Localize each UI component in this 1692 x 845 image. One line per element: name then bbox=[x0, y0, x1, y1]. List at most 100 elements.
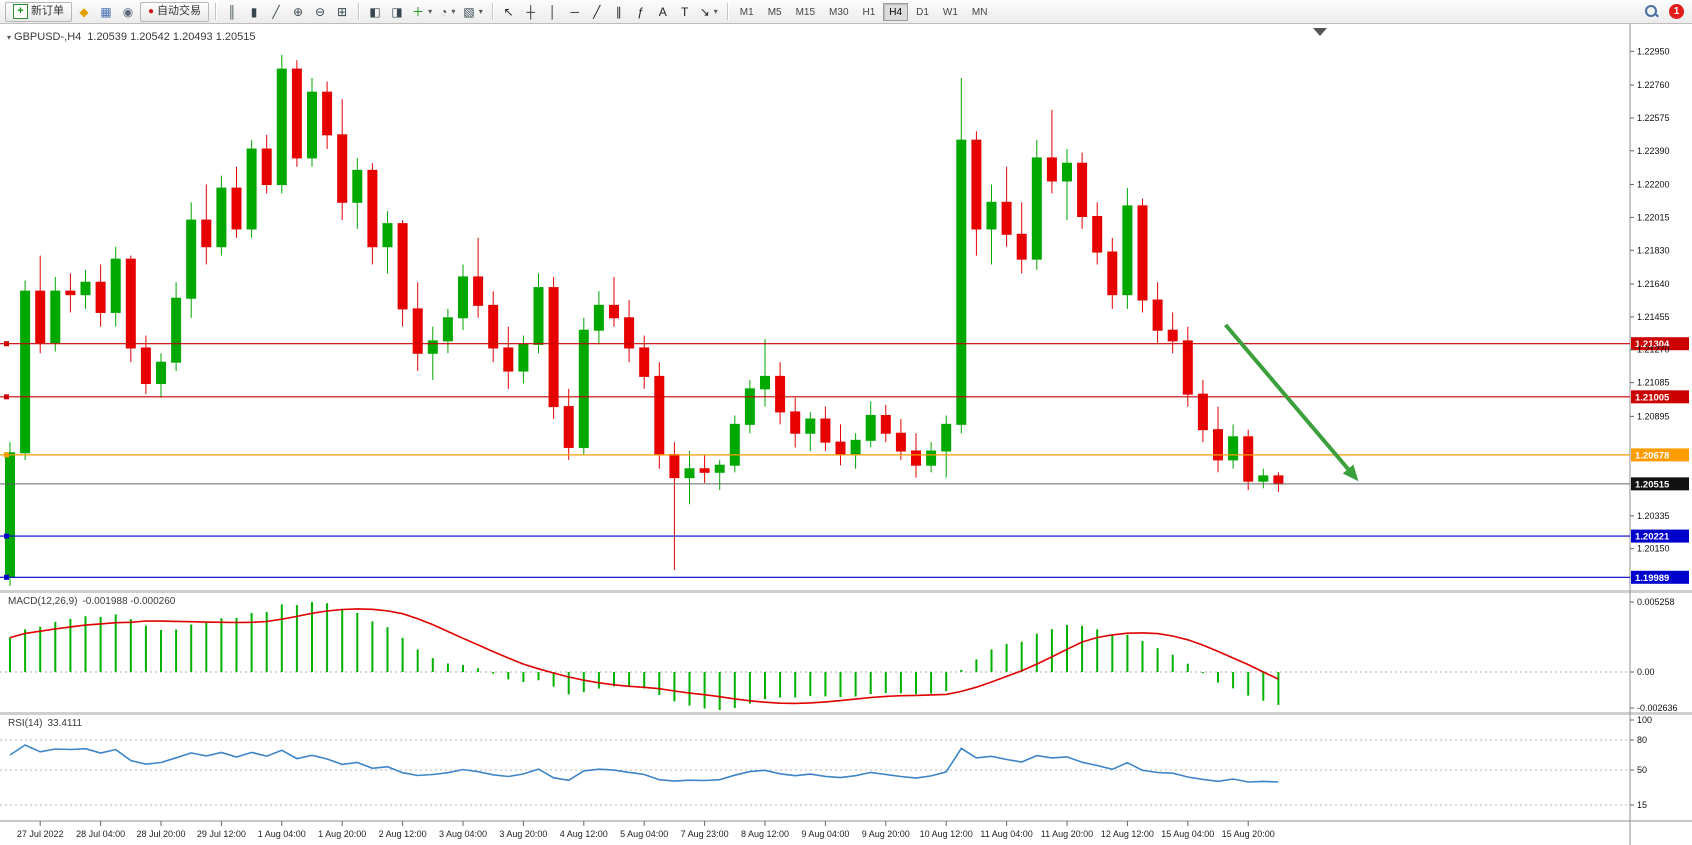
candle bbox=[1182, 340, 1193, 395]
hline-anchor[interactable] bbox=[4, 394, 9, 400]
navigator-button[interactable]: ◉ bbox=[118, 2, 138, 22]
horizontal-line-button[interactable]: ─ bbox=[565, 2, 585, 22]
timeframe-button-w1[interactable]: W1 bbox=[937, 3, 964, 21]
candle bbox=[654, 375, 665, 456]
timeframe-button-mn[interactable]: MN bbox=[966, 3, 994, 21]
cursor-button[interactable]: ↖ bbox=[499, 2, 519, 22]
auto-arrange-button[interactable]: ◧ bbox=[365, 2, 385, 22]
toolbar: + 新订单 ◆ ▦ ◉ ● 自动交易 ║ ▮ ╱ ⊕ ⊖ ⊞ ◧ ◨ ＋ ▾ ◔ ▾ ▧ ▾ ↖ ┼ │ ─ ╱ ∥ ƒ… bbox=[0, 0, 1692, 24]
timeframe-button-d1[interactable]: D1 bbox=[910, 3, 935, 21]
time-axis-label: 2 Aug 12:00 bbox=[379, 829, 427, 839]
text-label-button[interactable]: T bbox=[675, 2, 695, 22]
hline-tag bbox=[1631, 337, 1689, 351]
hline-anchor[interactable] bbox=[4, 341, 9, 347]
templates-button[interactable]: ▧ ▾ bbox=[460, 2, 485, 22]
arrows-tool-button[interactable]: ↘ ▾ bbox=[697, 2, 721, 22]
zoom-in-button[interactable]: ⊕ bbox=[288, 2, 308, 22]
candle bbox=[80, 281, 91, 296]
indicators-button[interactable]: ＋ ▾ bbox=[409, 2, 435, 22]
candlestick-chart-button[interactable]: ▮ bbox=[244, 2, 264, 22]
periods-button[interactable]: ◔ ▾ bbox=[437, 2, 458, 22]
toolbar-separator bbox=[358, 3, 360, 20]
channel-button[interactable]: ∥ bbox=[609, 2, 629, 22]
new-order-button[interactable]: + 新订单 bbox=[5, 1, 72, 22]
time-axis-label: 1 Aug 20:00 bbox=[318, 829, 366, 839]
macd-title: MACD(12,26,9) bbox=[8, 596, 78, 607]
timeframe-button-m1[interactable]: M1 bbox=[734, 3, 760, 21]
market-watch-button[interactable]: ◆ bbox=[74, 2, 94, 22]
candle bbox=[669, 454, 680, 479]
hline-anchor[interactable] bbox=[4, 452, 9, 458]
crosshair-button[interactable]: ┼ bbox=[521, 2, 541, 22]
time-axis-label: 15 Aug 04:00 bbox=[1161, 829, 1214, 839]
candle bbox=[518, 343, 529, 372]
zoom-out-button[interactable]: ⊖ bbox=[310, 2, 330, 22]
tile-windows-icon: ⊞ bbox=[337, 4, 348, 19]
timeframe-button-m5[interactable]: M5 bbox=[762, 3, 788, 21]
candle bbox=[140, 347, 151, 384]
arrange-windows-button[interactable]: ◨ bbox=[387, 2, 407, 22]
candle bbox=[442, 317, 453, 342]
text-label-icon: T bbox=[681, 4, 689, 19]
autotrading-icon: ● bbox=[148, 5, 155, 17]
candle bbox=[186, 219, 197, 299]
chart-windows-button[interactable]: ▦ bbox=[96, 2, 116, 22]
timeframe-button-h4[interactable]: H4 bbox=[883, 2, 909, 21]
time-axis-label: 8 Aug 12:00 bbox=[741, 829, 789, 839]
price-axis-label: 1.22015 bbox=[1637, 212, 1670, 222]
fibonacci-icon: ƒ bbox=[637, 4, 645, 19]
candle bbox=[458, 276, 468, 319]
line-chart-button[interactable]: ╱ bbox=[266, 2, 286, 22]
price-axis-label: 1.22390 bbox=[1637, 146, 1670, 156]
price-axis-label: 1.22950 bbox=[1637, 46, 1670, 56]
hline-tag bbox=[1631, 390, 1689, 404]
trendline-button[interactable]: ╱ bbox=[587, 2, 607, 22]
timeframe-button-m30[interactable]: M30 bbox=[823, 3, 854, 21]
candle bbox=[805, 418, 816, 434]
templates-icon: ▧ bbox=[463, 4, 475, 19]
search-icon[interactable] bbox=[1644, 4, 1659, 19]
toolbar-right-group: 1 bbox=[1644, 4, 1684, 19]
text-button[interactable]: A bbox=[653, 2, 673, 22]
rsi-current-value: 33.4111 bbox=[47, 718, 83, 729]
timeframe-button-h1[interactable]: H1 bbox=[857, 3, 882, 21]
time-axis-label: 29 Jul 12:00 bbox=[197, 829, 246, 839]
candle bbox=[775, 375, 786, 413]
tile-windows-button[interactable]: ⊞ bbox=[332, 2, 352, 22]
periods-icon: ◔ bbox=[440, 4, 448, 19]
candle bbox=[1031, 157, 1042, 260]
trend-arrow-head[interactable] bbox=[1342, 464, 1359, 482]
time-axis-label: 4 Aug 12:00 bbox=[560, 829, 608, 839]
candle bbox=[1016, 233, 1027, 260]
time-axis-label: 1 Aug 04:00 bbox=[258, 829, 306, 839]
candle bbox=[639, 347, 650, 377]
macd-axis-label: 0.005258 bbox=[1637, 597, 1675, 607]
timeframe-button-m15[interactable]: M15 bbox=[790, 3, 821, 21]
trend-arrow[interactable] bbox=[1224, 323, 1350, 471]
candle bbox=[231, 187, 242, 230]
channel-icon: ∥ bbox=[615, 4, 622, 19]
candle bbox=[684, 468, 695, 479]
vertical-line-button[interactable]: │ bbox=[543, 2, 563, 22]
candle bbox=[956, 139, 967, 425]
bid-price-tag bbox=[1631, 477, 1689, 491]
hline-anchor[interactable] bbox=[4, 574, 9, 580]
candle bbox=[1046, 157, 1057, 182]
candle bbox=[216, 187, 227, 248]
fibonacci-button[interactable]: ƒ bbox=[631, 2, 651, 22]
zoom-in-icon: ⊕ bbox=[293, 4, 304, 19]
bar-chart-button[interactable]: ║ bbox=[222, 2, 242, 22]
candle bbox=[95, 281, 106, 313]
hline-tag-label: 1.19989 bbox=[1635, 573, 1669, 584]
macd-histogram bbox=[9, 602, 1280, 710]
autotrading-button[interactable]: ● 自动交易 bbox=[140, 1, 210, 22]
price-axis-label: 1.20895 bbox=[1637, 411, 1670, 421]
price-axis-label: 1.21455 bbox=[1637, 312, 1670, 322]
notification-badge[interactable]: 1 bbox=[1669, 4, 1684, 19]
hline-anchor[interactable] bbox=[4, 533, 9, 539]
macd-indicator-label: MACD(12,26,9) -0.001988 -0.000260 bbox=[8, 596, 175, 607]
candle bbox=[352, 169, 363, 203]
chart-shift-marker[interactable] bbox=[1313, 28, 1327, 36]
candle bbox=[835, 441, 846, 456]
